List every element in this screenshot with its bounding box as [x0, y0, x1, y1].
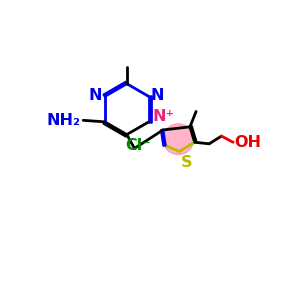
Circle shape — [163, 124, 194, 154]
Text: NH₂: NH₂ — [47, 113, 81, 128]
Text: N⁺: N⁺ — [153, 109, 175, 124]
Text: N: N — [89, 88, 103, 103]
Text: N: N — [150, 88, 164, 103]
Text: Cl⁻: Cl⁻ — [125, 138, 151, 153]
Text: OH: OH — [235, 135, 262, 150]
Text: S: S — [181, 154, 192, 169]
